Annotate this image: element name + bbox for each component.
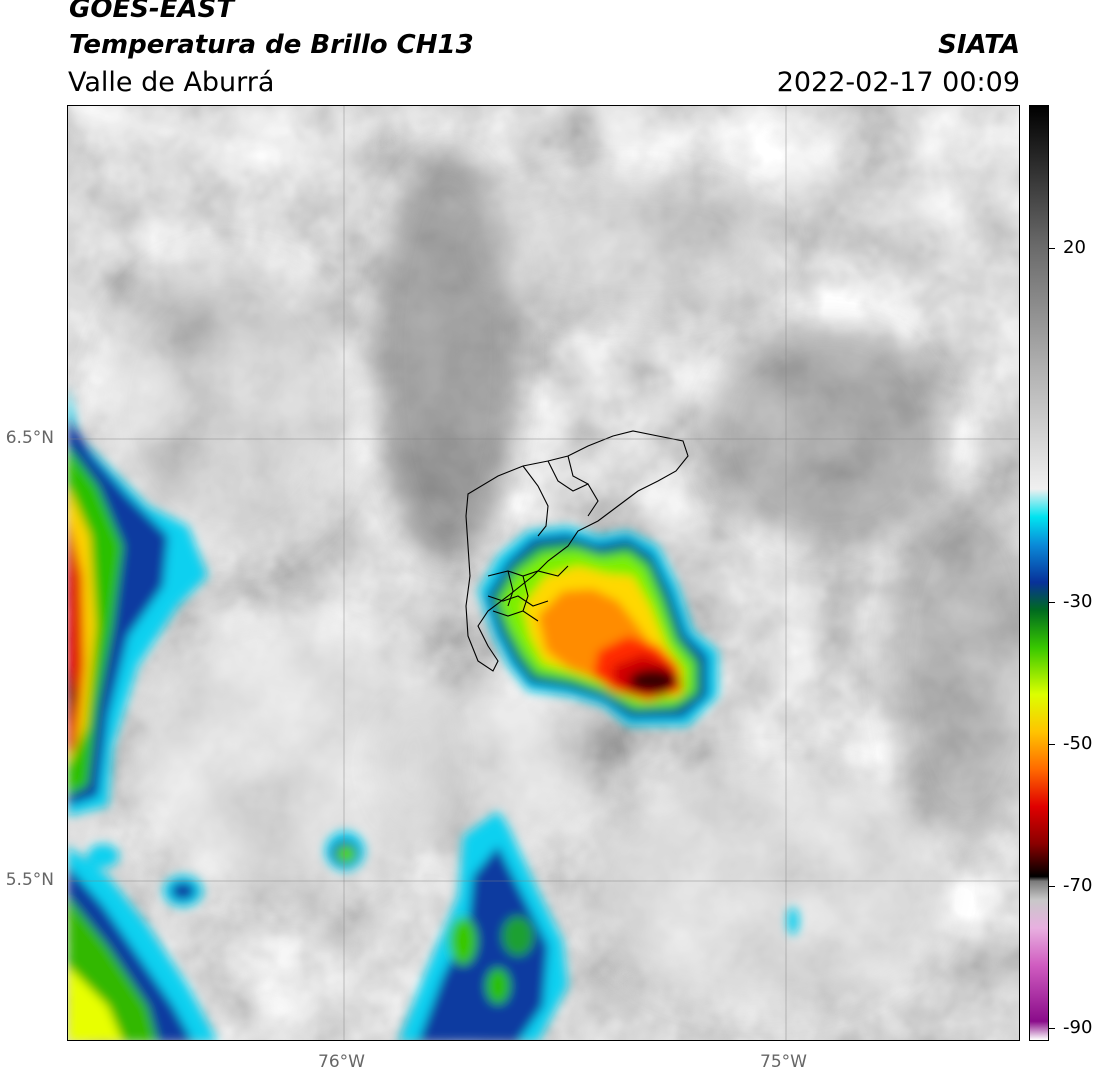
- cb-label-neg70: -70: [1063, 875, 1093, 896]
- cb-tick-neg30: [1049, 602, 1055, 603]
- timestamp-label: 2022-02-17 00:09: [776, 67, 1020, 98]
- cb-label-neg50: -50: [1063, 733, 1093, 754]
- cb-tick-neg50: [1049, 744, 1055, 745]
- cb-label-neg30: -30: [1063, 591, 1093, 612]
- brightness-shading: [98, 156, 1019, 1006]
- lat-label-5-5: 5.5°N: [5, 870, 54, 890]
- lat-label-6-5: 6.5°N: [5, 428, 54, 448]
- municipal-boundaries: [465, 430, 689, 672]
- agency-label: SIATA: [938, 30, 1020, 60]
- cb-label-neg90: -90: [1063, 1017, 1093, 1038]
- lon-label-75: 75°W: [760, 1052, 807, 1072]
- cb-tick-20: [1049, 248, 1055, 249]
- cb-label-20: 20: [1063, 237, 1086, 258]
- satellite-map: [67, 105, 1020, 1041]
- graticule: [68, 106, 1019, 1040]
- cb-tick-neg90: [1049, 1028, 1055, 1029]
- region-label: Valle de Aburrá: [68, 67, 275, 98]
- cb-tick-neg70: [1049, 886, 1055, 887]
- product-title: Temperatura de Brillo CH13: [69, 30, 474, 60]
- sw-storm-region: [68, 844, 217, 1040]
- lon-label-76: 76°W: [318, 1052, 365, 1072]
- south-storm-region: [398, 811, 568, 1040]
- small-cell: [325, 831, 799, 935]
- colorbar: [1029, 105, 1049, 1041]
- west-storm-band: [68, 386, 208, 816]
- central-convective-cell: [478, 526, 718, 726]
- brightness-temperature-field: [68, 106, 1019, 1040]
- satellite-title: GOES-EAST: [69, 0, 235, 24]
